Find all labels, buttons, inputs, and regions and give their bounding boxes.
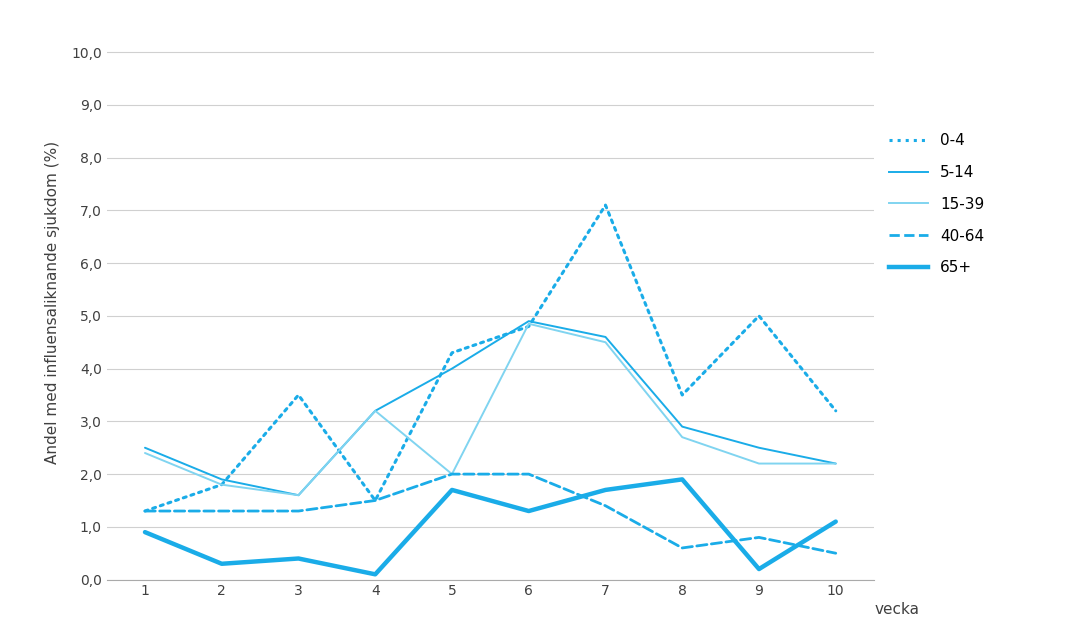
0-4 <box>753 312 765 319</box>
X-axis label: vecka: vecka <box>874 601 920 617</box>
15-39 <box>446 470 458 478</box>
5-14 <box>522 317 535 325</box>
0-4 <box>522 323 535 330</box>
5-14 <box>676 422 689 430</box>
Line: 65+: 65+ <box>145 479 836 574</box>
40-64 <box>292 507 305 515</box>
0-4 <box>292 391 305 399</box>
15-39 <box>215 481 228 489</box>
40-64 <box>753 533 765 541</box>
0-4 <box>829 407 842 415</box>
15-39 <box>139 449 151 457</box>
5-14 <box>369 407 382 415</box>
40-64 <box>522 470 535 478</box>
15-39 <box>369 407 382 415</box>
Line: 15-39: 15-39 <box>145 324 836 495</box>
40-64 <box>139 507 151 515</box>
65+ <box>676 475 689 483</box>
40-64 <box>215 507 228 515</box>
65+ <box>215 560 228 567</box>
5-14 <box>599 333 612 341</box>
5-14 <box>292 491 305 499</box>
40-64 <box>676 544 689 552</box>
40-64 <box>369 497 382 504</box>
0-4 <box>599 201 612 209</box>
5-14 <box>446 365 458 372</box>
65+ <box>369 571 382 578</box>
65+ <box>599 486 612 494</box>
5-14 <box>139 444 151 451</box>
5-14 <box>829 460 842 468</box>
65+ <box>753 565 765 573</box>
40-64 <box>829 549 842 557</box>
0-4 <box>369 497 382 504</box>
0-4 <box>446 349 458 357</box>
0-4 <box>215 481 228 489</box>
65+ <box>446 486 458 494</box>
15-39 <box>599 338 612 346</box>
15-39 <box>676 433 689 441</box>
Y-axis label: Andel med influensaliknande sjukdom (%): Andel med influensaliknande sjukdom (%) <box>45 141 60 464</box>
Line: 5-14: 5-14 <box>145 321 836 495</box>
0-4 <box>139 507 151 515</box>
Line: 0-4: 0-4 <box>145 205 836 511</box>
Legend: 0-4, 5-14, 15-39, 40-64, 65+: 0-4, 5-14, 15-39, 40-64, 65+ <box>889 133 984 276</box>
5-14 <box>753 444 765 451</box>
65+ <box>139 528 151 536</box>
40-64 <box>446 470 458 478</box>
65+ <box>522 507 535 515</box>
15-39 <box>829 460 842 468</box>
40-64 <box>599 502 612 509</box>
5-14 <box>215 475 228 483</box>
Line: 40-64: 40-64 <box>145 474 836 553</box>
65+ <box>292 554 305 562</box>
15-39 <box>522 320 535 328</box>
0-4 <box>676 391 689 399</box>
15-39 <box>292 491 305 499</box>
65+ <box>829 518 842 526</box>
15-39 <box>753 460 765 468</box>
